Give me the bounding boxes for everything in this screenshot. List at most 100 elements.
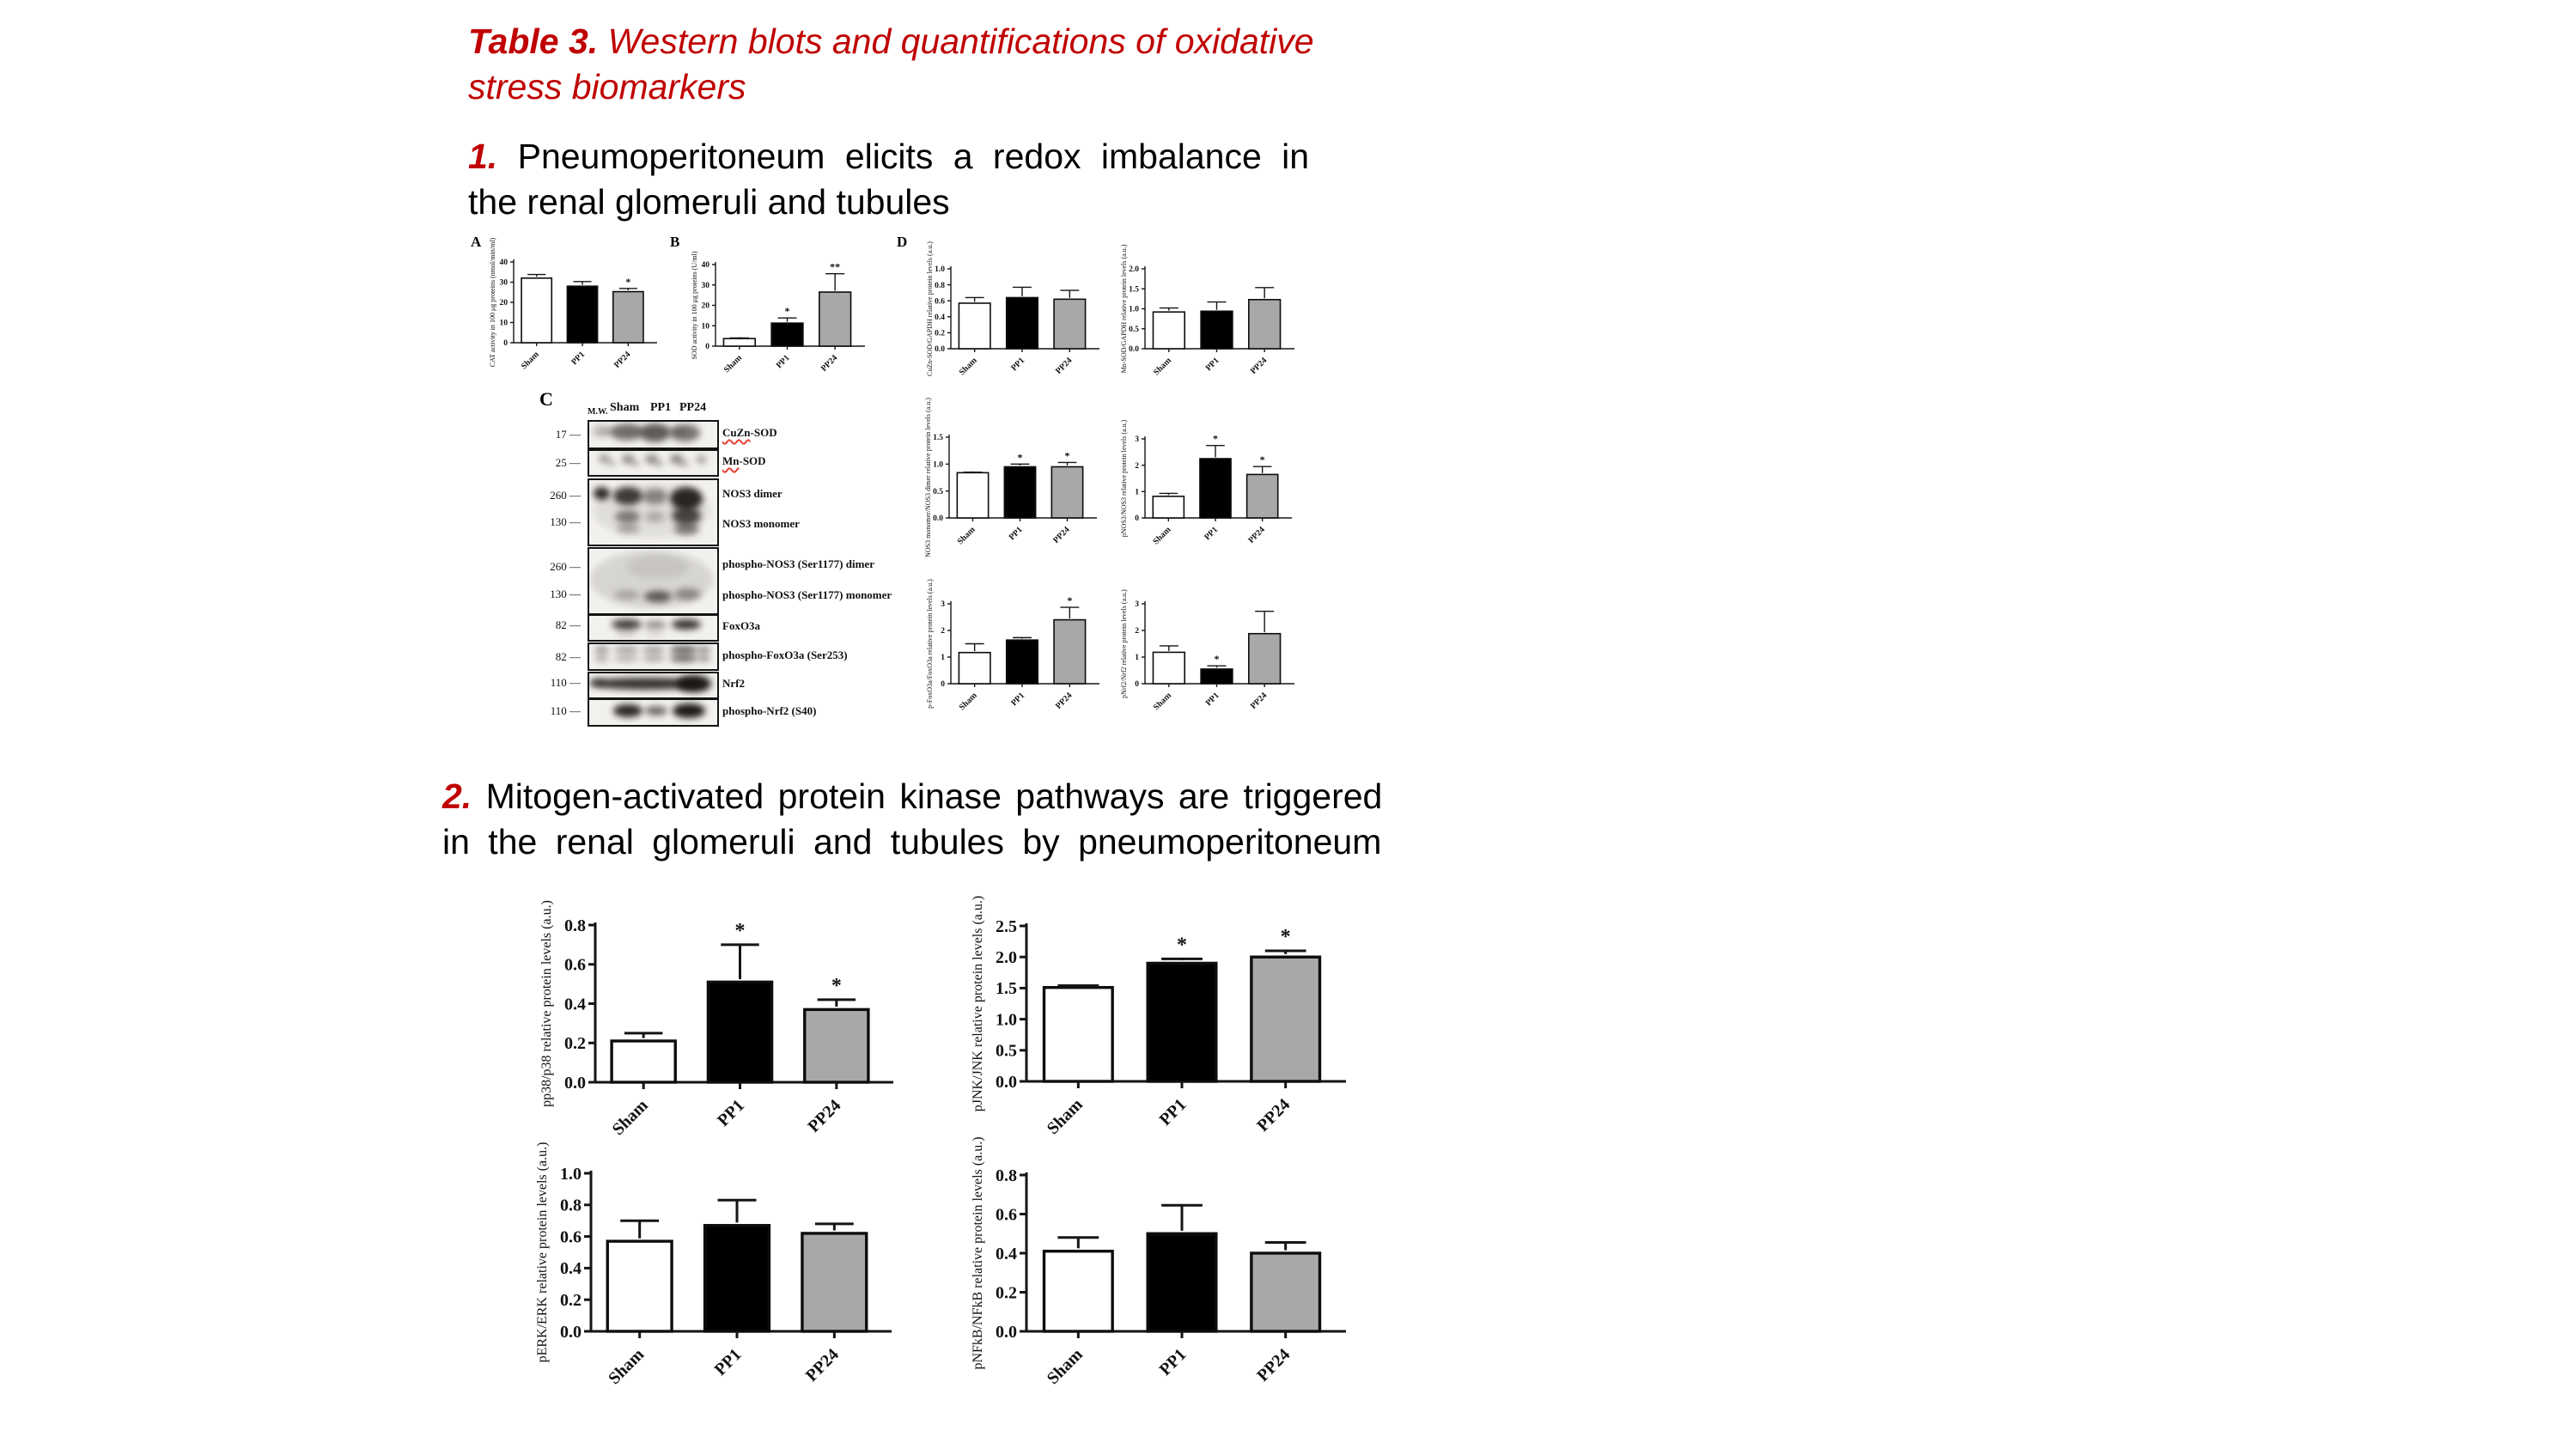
blot-box-7 — [588, 698, 719, 727]
significance-marker: ** — [830, 261, 840, 273]
y-tick-label: 0.8 — [935, 282, 945, 290]
y-tick-label: 1.0 — [935, 265, 945, 274]
blot-box-6 — [588, 672, 719, 699]
band-label: phospho-Nrf2 (S40) — [722, 703, 817, 717]
section1-number: 1. — [468, 137, 498, 176]
panel-label-c: C — [539, 388, 553, 410]
bar-pp1 — [1146, 961, 1218, 1083]
section1-line2: the renal glomeruli and tubules — [468, 182, 950, 222]
blot-band — [673, 588, 702, 601]
y-axis-label: pERK/ERK relative protein levels (a.u.) — [535, 1142, 550, 1363]
y-tick-label: 0.5 — [1129, 326, 1139, 334]
category-label: PP24 — [802, 1345, 843, 1385]
y-tick-label: 2.0 — [996, 948, 1017, 967]
blot-band — [697, 646, 710, 653]
section2-number: 2. — [442, 776, 472, 816]
y-tick-label: 0.8 — [564, 916, 586, 935]
category-label: PP1 — [1008, 525, 1025, 542]
category-label: PP24 — [1051, 525, 1071, 545]
y-tick-label: 0 — [941, 680, 945, 689]
blot-band — [645, 705, 668, 716]
blot-band — [594, 654, 610, 661]
blot-band — [696, 455, 707, 464]
band-label: Mn-SOD — [722, 454, 766, 467]
category-label: PP1 — [1156, 1095, 1191, 1129]
blot-band — [670, 654, 698, 662]
category-label: Sham — [1152, 691, 1174, 713]
category-label: PP1 — [714, 1096, 748, 1130]
category-label: Sham — [958, 691, 980, 713]
mw-marker: 17 — — [555, 428, 581, 441]
category-label: Sham — [722, 353, 745, 375]
category-label: PP1 — [1204, 356, 1221, 373]
y-tick-label: 30 — [702, 282, 710, 290]
bar-pp24 — [1245, 473, 1279, 519]
y-axis-label: Mn-SOD/GAPDH relative protein levels (a.… — [1120, 244, 1128, 373]
bar-sham — [1152, 496, 1185, 519]
bar-pp1 — [1003, 466, 1037, 519]
y-tick-label: 40 — [702, 261, 710, 270]
bar-pp1 — [1200, 668, 1233, 685]
category-label: PP24 — [1249, 691, 1269, 710]
blot-band — [697, 654, 710, 661]
bar-pp1 — [1005, 639, 1039, 685]
blot-band — [671, 506, 702, 525]
bar-pp1 — [770, 322, 804, 347]
significance-marker: * — [1215, 653, 1220, 665]
category-label: Sham — [1152, 356, 1174, 378]
y-tick-label: 3 — [1135, 435, 1139, 444]
y-tick-label: 1.5 — [933, 434, 943, 442]
y-axis-label: pNrf2/Nrf2 relative protein levels (a.u.… — [1120, 589, 1128, 698]
blot-band — [593, 424, 611, 438]
bar-sham — [958, 302, 991, 350]
bar-pp24 — [803, 1008, 870, 1084]
blot-band — [645, 511, 666, 522]
category-label: PP1 — [569, 350, 587, 367]
y-tick-label: 0.4 — [564, 995, 586, 1014]
category-label: PP24 — [1054, 691, 1074, 710]
y-tick-label: 1 — [1135, 489, 1139, 497]
section1-line1: Pneumoperitoneum elicits a redox imbalan… — [517, 137, 1310, 176]
y-tick-label: 0.0 — [933, 514, 943, 523]
mw-column-header: M.W. — [588, 407, 608, 417]
blot-band — [626, 555, 689, 580]
y-tick-label: 0.2 — [935, 330, 945, 338]
significance-marker: * — [1281, 926, 1291, 948]
section2-line2: in the renal glomeruli and tubules by pn… — [442, 822, 1382, 861]
y-tick-label: 0 — [503, 339, 508, 348]
section2-heading: 2. Mitogen-activated protein kinase path… — [442, 774, 1439, 865]
category-label: Sham — [956, 525, 978, 547]
category-label: PP1 — [1156, 1345, 1191, 1379]
y-tick-label: 0.5 — [933, 488, 943, 496]
y-axis-label: NOS3 monomer/NOS3 dimer relative protein… — [924, 398, 932, 557]
y-tick-label: 1.5 — [1129, 285, 1139, 294]
category-label: PP24 — [819, 353, 839, 373]
y-tick-label: 0.0 — [996, 1073, 1017, 1092]
y-tick-label: 0.4 — [996, 1245, 1017, 1263]
significance-marker: * — [1177, 934, 1187, 956]
y-tick-label: 2 — [1135, 627, 1139, 636]
category-label: Sham — [958, 356, 980, 378]
blot-box-1 — [588, 449, 719, 477]
chart-D6: pNrf2/Nrf2 relative protein levels (a.u.… — [1120, 589, 1294, 713]
bar-pp24 — [612, 290, 644, 344]
y-tick-label: 2.5 — [996, 917, 1017, 936]
blot-band — [610, 423, 643, 441]
blot-band — [621, 454, 635, 464]
mw-marker: 25 — — [555, 455, 581, 469]
chart-S3: pERK/ERK relative protein levels (a.u.) 0… — [535, 1142, 892, 1388]
blot-band — [592, 483, 711, 539]
bar-sham — [606, 1239, 673, 1333]
y-tick-label: 1.0 — [1129, 306, 1139, 314]
y-axis-label: p-FoxO3a/FoxO3a relative protein levels … — [926, 579, 934, 709]
blot-band — [643, 590, 672, 602]
bar-sham — [521, 277, 553, 344]
bar-pp1 — [1146, 1232, 1218, 1333]
category-label: PP1 — [1203, 525, 1220, 542]
lane-header-pp1: PP1 — [650, 401, 672, 414]
table-caption-label: Table 3. — [468, 21, 599, 61]
lane-header-pp24: PP24 — [679, 401, 707, 414]
significance-marker: * — [785, 305, 790, 317]
mw-marker: 82 — — [555, 650, 581, 664]
